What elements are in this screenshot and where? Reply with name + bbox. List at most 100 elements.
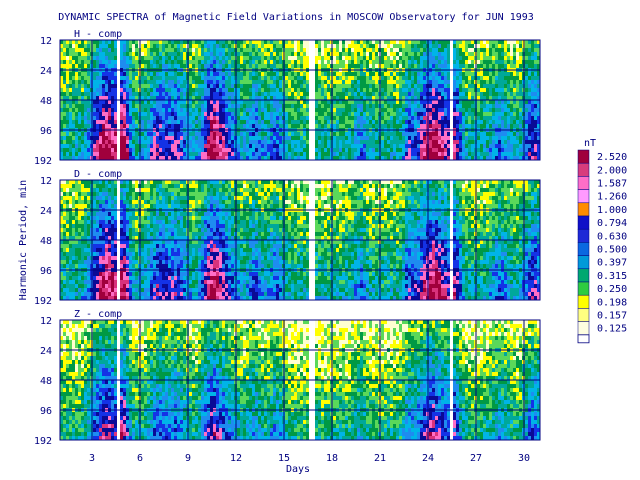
heatmap-cell <box>288 84 291 88</box>
heatmap-cell <box>111 60 114 64</box>
heatmap-cell <box>417 136 420 140</box>
heatmap-cell <box>336 116 339 120</box>
heatmap-cell <box>246 152 249 156</box>
heatmap-cell <box>387 48 390 52</box>
heatmap-cell <box>303 76 306 80</box>
heatmap-cell <box>216 40 219 44</box>
heatmap-cell <box>456 156 459 160</box>
heatmap-cell <box>228 52 231 56</box>
heatmap-cell <box>264 124 267 128</box>
heatmap-cell <box>279 132 282 136</box>
heatmap-cell <box>276 44 279 48</box>
heatmap-cell <box>492 132 495 136</box>
heatmap-cell <box>354 120 357 124</box>
heatmap-cell <box>120 120 123 124</box>
heatmap-cell <box>477 84 480 88</box>
heatmap-cell <box>231 156 234 160</box>
heatmap-cell <box>150 88 153 92</box>
heatmap-cell <box>120 144 123 148</box>
heatmap-cell <box>399 100 402 104</box>
heatmap-cell <box>216 136 219 140</box>
heatmap-cell <box>318 52 321 56</box>
heatmap-cell <box>294 52 297 56</box>
heatmap-cell <box>348 44 351 48</box>
heatmap-cell <box>363 76 366 80</box>
heatmap-cell <box>339 112 342 116</box>
heatmap-cell <box>345 52 348 56</box>
heatmap-cell <box>477 124 480 128</box>
heatmap-cell <box>72 288 75 292</box>
heatmap-cell <box>273 136 276 140</box>
heatmap-cell <box>246 52 249 56</box>
heatmap-cell <box>243 56 246 60</box>
heatmap-cell <box>537 144 540 148</box>
heatmap-cell <box>537 52 540 56</box>
heatmap-cell <box>228 112 231 116</box>
heatmap-cell <box>501 132 504 136</box>
heatmap-cell <box>114 100 117 104</box>
heatmap-cell <box>405 116 408 120</box>
heatmap-cell <box>129 84 132 88</box>
heatmap-cell <box>129 156 132 160</box>
heatmap-cell <box>372 100 375 104</box>
heatmap-cell <box>339 80 342 84</box>
heatmap-cell <box>69 88 72 92</box>
heatmap-cell <box>60 232 63 236</box>
heatmap-cell <box>393 116 396 120</box>
heatmap-cell <box>531 120 534 124</box>
heatmap-cell <box>486 120 489 124</box>
heatmap-cell <box>159 136 162 140</box>
heatmap-cell <box>429 88 432 92</box>
heatmap-cell <box>258 92 261 96</box>
heatmap-cell <box>159 156 162 160</box>
heatmap-cell <box>528 92 531 96</box>
heatmap-cell <box>255 40 258 44</box>
heatmap-cell <box>333 116 336 120</box>
heatmap-cell <box>72 180 75 184</box>
heatmap-cell <box>396 64 399 68</box>
heatmap-cell <box>81 108 84 112</box>
heatmap-cell <box>348 112 351 116</box>
heatmap-cell <box>327 148 330 152</box>
heatmap-cell <box>519 76 522 80</box>
heatmap-cell <box>297 108 300 112</box>
heatmap-cell <box>204 84 207 88</box>
heatmap-cell <box>363 148 366 152</box>
heatmap-cell <box>321 156 324 160</box>
heatmap-cell <box>204 152 207 156</box>
heatmap-cell <box>246 80 249 84</box>
heatmap-cell <box>273 112 276 116</box>
heatmap-cell <box>435 140 438 144</box>
heatmap-cell <box>318 148 321 152</box>
heatmap-cell <box>183 84 186 88</box>
heatmap-cell <box>489 140 492 144</box>
heatmap-cell <box>495 140 498 144</box>
heatmap-cell <box>369 132 372 136</box>
heatmap-cell <box>267 52 270 56</box>
heatmap-cell <box>72 292 75 296</box>
heatmap-cell <box>195 108 198 112</box>
heatmap-cell <box>501 56 504 60</box>
heatmap-cell <box>525 156 528 160</box>
heatmap-cell <box>468 72 471 76</box>
heatmap-cell <box>255 72 258 76</box>
heatmap-cell <box>303 48 306 52</box>
heatmap-cell <box>363 44 366 48</box>
heatmap-cell <box>384 40 387 44</box>
heatmap-cell <box>144 112 147 116</box>
heatmap-cell <box>240 64 243 68</box>
heatmap-cell <box>81 224 84 228</box>
heatmap-cell <box>303 132 306 136</box>
heatmap-cell <box>75 200 78 204</box>
heatmap-cell <box>237 120 240 124</box>
heatmap-cell <box>414 64 417 68</box>
heatmap-cell <box>177 88 180 92</box>
heatmap-cell <box>537 124 540 128</box>
heatmap-cell <box>531 48 534 52</box>
heatmap-cell <box>252 72 255 76</box>
heatmap-cell <box>267 120 270 124</box>
heatmap-cell <box>168 136 171 140</box>
heatmap-cell <box>306 48 309 52</box>
heatmap-cell <box>381 100 384 104</box>
